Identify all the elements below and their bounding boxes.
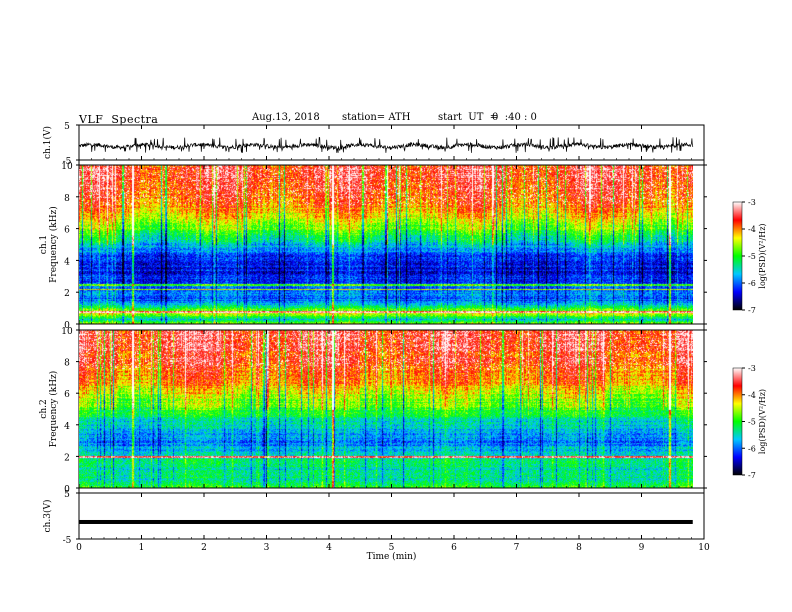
y-tick-label: 2 bbox=[64, 289, 70, 299]
colorbar-label: log(PSD)(V²/Hz) bbox=[758, 223, 767, 288]
colorbar-tick-label: -7 bbox=[748, 471, 756, 480]
colorbar-scale bbox=[732, 367, 743, 476]
y-tick-label: -5 bbox=[63, 536, 72, 546]
x-tick-label: 0 bbox=[76, 543, 82, 553]
x-tick-label: 5 bbox=[389, 543, 395, 553]
start-ut-label: start UT = bbox=[438, 112, 499, 123]
y-axis-label: ch.3(V) bbox=[42, 500, 53, 533]
y-axis-label: ch.1(V) bbox=[42, 126, 53, 159]
colorbar-tick-label: -3 bbox=[748, 198, 756, 207]
colorbar-tick-label: -7 bbox=[748, 306, 756, 315]
colorbar-tick-label: -5 bbox=[748, 418, 756, 427]
y-tick-label: 0 bbox=[64, 485, 70, 495]
date-label: Aug.13, 2018 bbox=[252, 112, 320, 123]
colorbar-tick-label: -6 bbox=[748, 444, 756, 453]
y-axis-label-channel: ch.2 bbox=[39, 399, 49, 418]
x-tick-label: 7 bbox=[514, 543, 520, 553]
y-tick-label: 10 bbox=[61, 327, 73, 337]
colorbar-tick-label: -5 bbox=[748, 252, 756, 261]
colorbar-label: log(PSD)(V²/Hz) bbox=[758, 389, 767, 454]
y-tick-label: 2 bbox=[64, 453, 70, 463]
y-axis-label-channel: ch.1 bbox=[39, 235, 49, 254]
ch1-spectrogram-panel: 0 2 4 6 8 10 ch.1 Frequency (kHz) bbox=[39, 162, 707, 331]
colorbar-tick-label: -6 bbox=[748, 279, 756, 288]
y-tick-label: 8 bbox=[64, 359, 70, 369]
y-tick-label: 5 bbox=[64, 490, 70, 500]
colorbar-tick-label: -3 bbox=[748, 364, 756, 373]
ch1-waveform-trace bbox=[79, 136, 694, 153]
ch2-spectrogram-panel: 0 2 4 6 8 10 ch.2 Frequency (kHz) bbox=[39, 327, 707, 495]
y-tick-label: 4 bbox=[64, 422, 70, 432]
ch1-colorbar: -3 -4 -5 -6 -7 log(PSD)(V²/Hz) bbox=[732, 198, 767, 315]
x-tick-label: 3 bbox=[264, 543, 270, 553]
x-tick-label: 6 bbox=[451, 543, 457, 553]
y-tick-label: 0 bbox=[64, 321, 70, 331]
x-tick-label: 9 bbox=[639, 543, 645, 553]
x-tick-label: 8 bbox=[576, 543, 582, 553]
time-axis: 0 1 2 3 4 5 6 7 8 9 10 Time (min) bbox=[76, 125, 710, 562]
x-axis-label: Time (min) bbox=[367, 551, 417, 562]
y-tick-label: 6 bbox=[64, 226, 70, 236]
spectrogram-image bbox=[79, 330, 693, 488]
spectrogram-image bbox=[79, 165, 693, 324]
chart-title: VLF Spectra bbox=[79, 113, 159, 126]
x-tick-label: 1 bbox=[139, 543, 145, 553]
y-tick-label: 4 bbox=[64, 257, 70, 267]
x-tick-label: 10 bbox=[698, 543, 710, 553]
x-tick-label: 2 bbox=[201, 543, 207, 553]
y-tick-label: 6 bbox=[64, 390, 70, 400]
start-ut-value: 0 :40 : 0 bbox=[492, 112, 537, 123]
y-tick-label: -5 bbox=[63, 157, 72, 167]
colorbar-tick-label: -4 bbox=[748, 391, 756, 400]
y-tick-label: 8 bbox=[64, 194, 70, 204]
y-axis-label-frequency: Frequency (kHz) bbox=[48, 206, 59, 283]
ch3-waveform-trace bbox=[79, 519, 693, 524]
y-tick-label: 5 bbox=[64, 122, 70, 132]
station-label: station= ATH bbox=[342, 112, 411, 123]
colorbar-scale bbox=[732, 201, 743, 311]
colorbar-tick-label: -4 bbox=[748, 225, 756, 234]
y-axis-label-frequency: Frequency (kHz) bbox=[48, 371, 59, 448]
y-tick-label: 10 bbox=[61, 162, 73, 172]
ch2-colorbar: -3 -4 -5 -6 -7 log(PSD)(V²/Hz) bbox=[732, 364, 767, 480]
x-tick-label: 4 bbox=[326, 543, 332, 553]
